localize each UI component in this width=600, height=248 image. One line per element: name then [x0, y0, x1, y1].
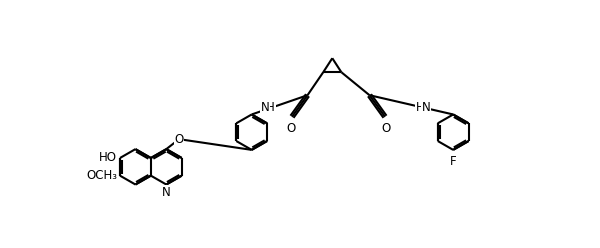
- Text: F: F: [450, 155, 457, 168]
- Text: H: H: [266, 101, 275, 114]
- Text: N: N: [162, 186, 170, 199]
- Text: O: O: [174, 133, 184, 146]
- Text: N: N: [261, 101, 269, 114]
- Text: H: H: [416, 101, 425, 114]
- Text: HO: HO: [99, 152, 117, 164]
- Text: OCH₃: OCH₃: [86, 169, 117, 182]
- Text: N: N: [421, 101, 430, 114]
- Text: O: O: [287, 122, 296, 135]
- Text: O: O: [381, 122, 391, 135]
